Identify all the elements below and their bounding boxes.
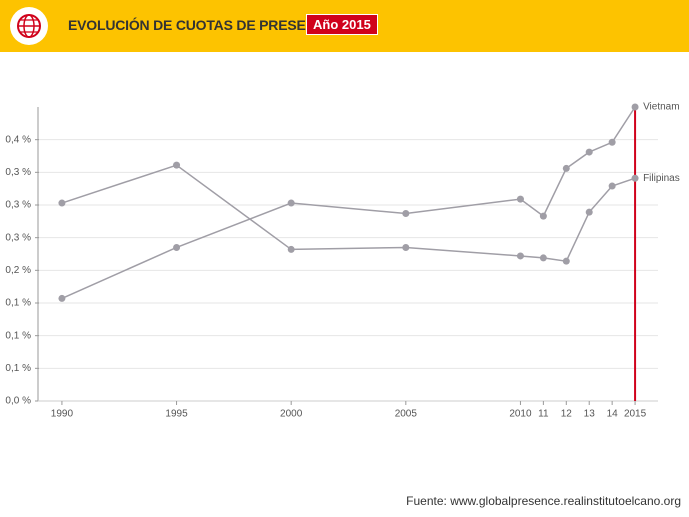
x-tick-label: 13 bbox=[584, 409, 596, 420]
source: Fuente: www.globalpresence.realinstituto… bbox=[406, 494, 681, 508]
series-label: Filipinas bbox=[643, 173, 680, 184]
x-tick-label: 2005 bbox=[395, 409, 418, 420]
y-tick-label: 0,4 % bbox=[5, 134, 31, 145]
point bbox=[516, 252, 524, 260]
header: EVOLUCIÓN DE CUOTAS DE PRESENCIA Año 201… bbox=[0, 0, 689, 52]
point bbox=[631, 174, 639, 182]
point bbox=[287, 245, 295, 253]
point bbox=[585, 148, 593, 156]
x-tick-label: 2010 bbox=[509, 409, 532, 420]
x-tick-label: 1990 bbox=[51, 409, 74, 420]
point bbox=[608, 182, 616, 190]
point bbox=[516, 195, 524, 203]
point bbox=[58, 294, 66, 302]
series-label: Vietnam bbox=[643, 102, 680, 113]
series-line bbox=[61, 164, 636, 263]
y-tick-label: 0,1 % bbox=[5, 330, 31, 341]
point bbox=[173, 243, 181, 251]
point bbox=[631, 103, 639, 111]
point bbox=[585, 208, 593, 216]
point bbox=[173, 161, 181, 169]
point bbox=[608, 138, 616, 146]
title: EVOLUCIÓN DE CUOTAS DE PRESENCIA bbox=[68, 17, 340, 33]
point bbox=[58, 199, 66, 207]
point bbox=[402, 243, 410, 251]
y-tick-label: 0,1 % bbox=[5, 298, 31, 309]
y-tick-label: 0,2 % bbox=[5, 265, 31, 276]
x-tick-label: 11 bbox=[538, 409, 549, 420]
x-tick-label: 2000 bbox=[280, 409, 303, 420]
y-tick-label: 0,0 % bbox=[5, 396, 31, 407]
chart: 0,0 % 0,1 % 0,1 % 0,1 % 0,2 % 0,3 % 0,3 % 0,3 %… bbox=[5, 102, 680, 420]
year-badge: Año 2015 bbox=[306, 14, 378, 35]
y-tick-label: 0,3 % bbox=[5, 200, 31, 211]
point bbox=[562, 257, 570, 265]
point bbox=[287, 199, 295, 207]
x-tick-label: 1995 bbox=[165, 409, 188, 420]
x-tick-label: 14 bbox=[607, 409, 619, 420]
point bbox=[562, 164, 570, 172]
y-tick-label: 0,3 % bbox=[5, 232, 31, 243]
series-line bbox=[61, 106, 636, 300]
point bbox=[539, 212, 547, 220]
x-tick-label: 12 bbox=[561, 409, 573, 420]
x-tick-label: 2015 bbox=[624, 409, 647, 420]
point bbox=[402, 209, 410, 217]
point bbox=[539, 254, 547, 262]
logo bbox=[10, 7, 48, 45]
y-tick-label: 0,3 % bbox=[5, 167, 31, 178]
y-tick-label: 0,1 % bbox=[5, 363, 31, 374]
